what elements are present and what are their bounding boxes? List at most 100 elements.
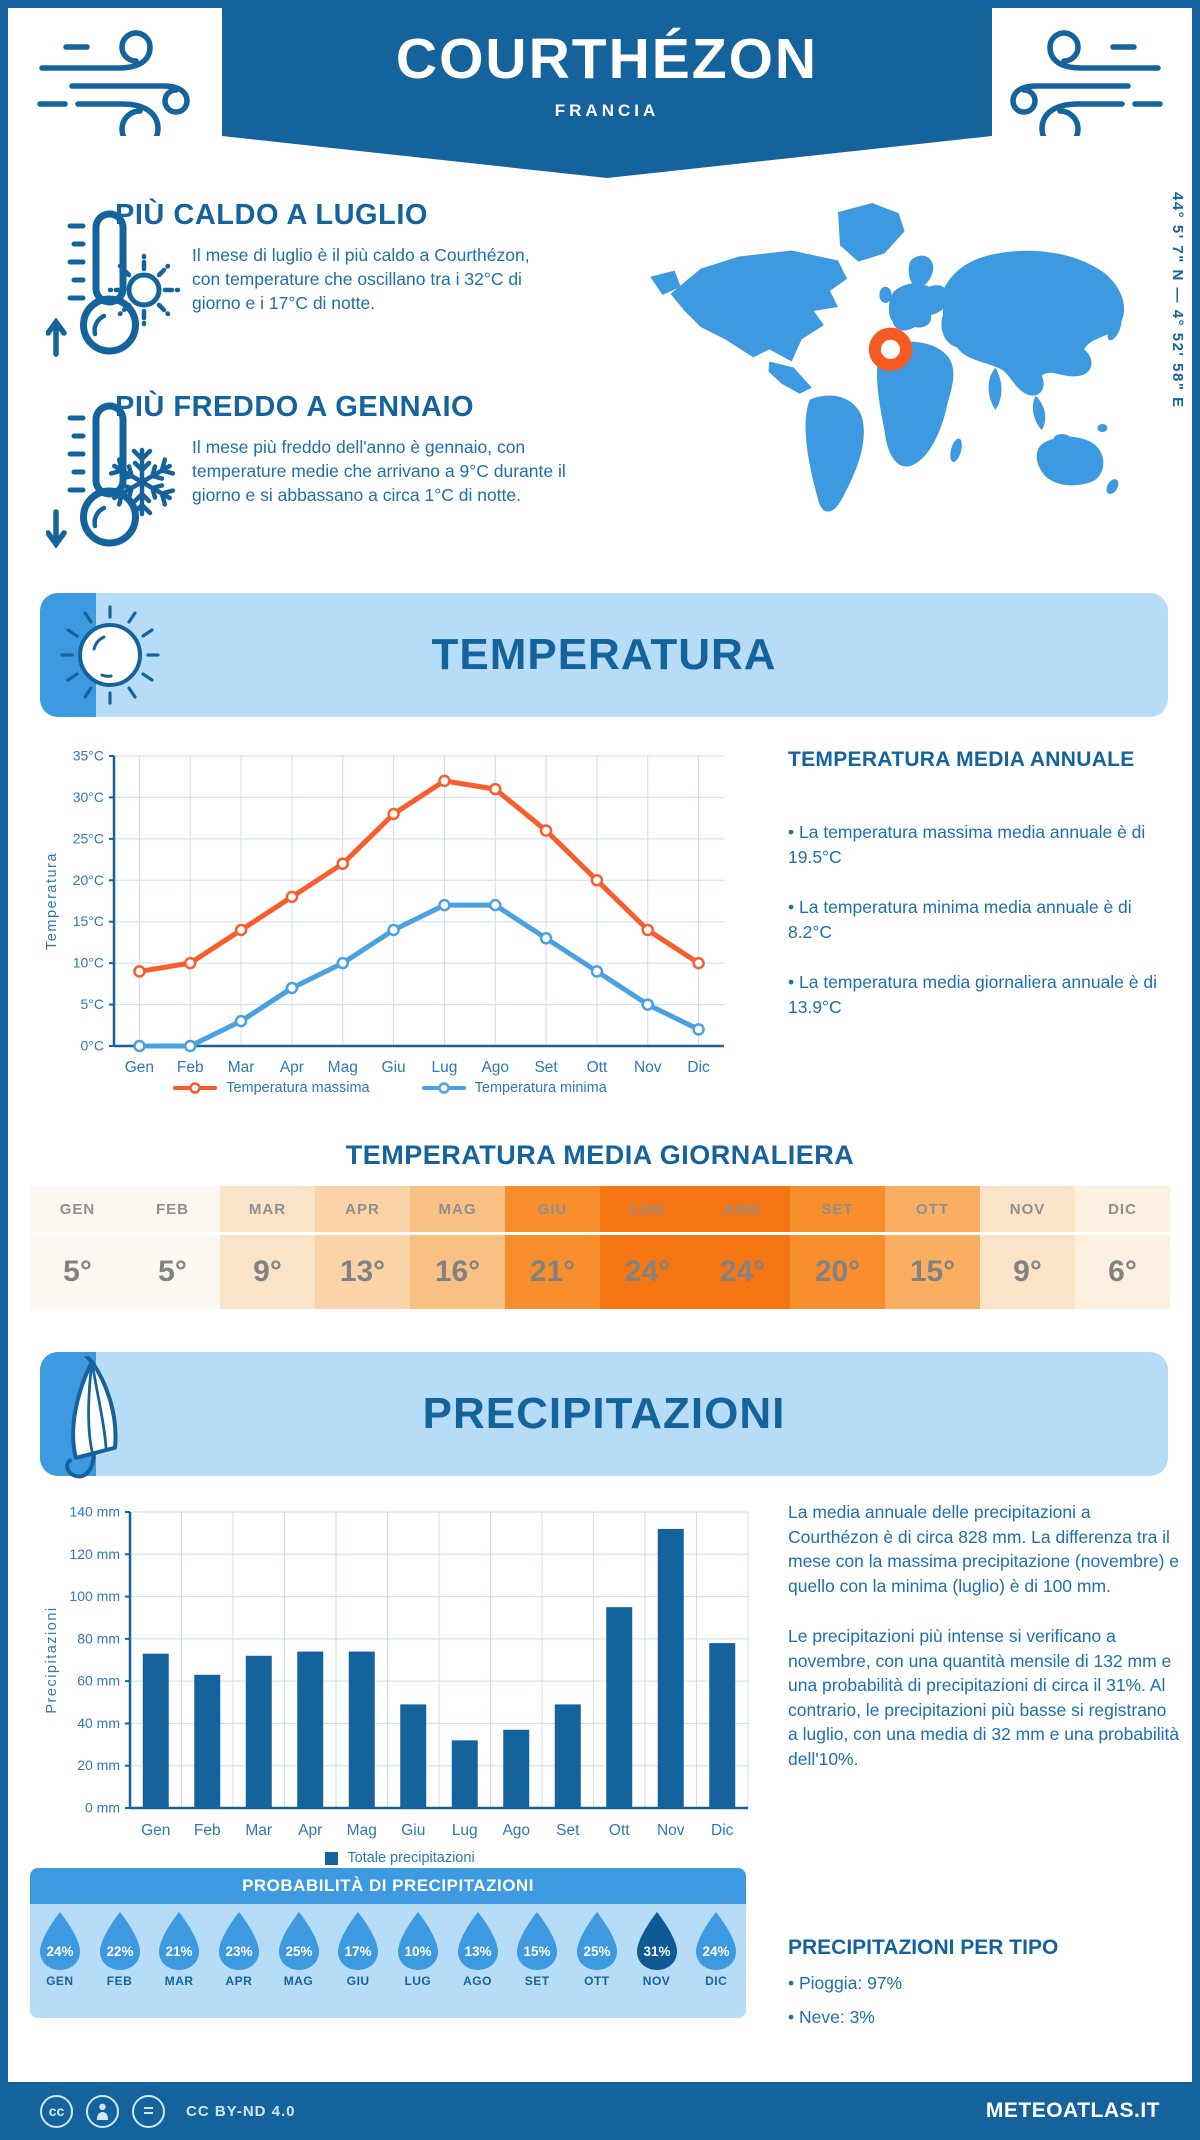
thermometer-up-icon: [46, 210, 139, 357]
droplet-column: 25% OTT: [567, 1911, 627, 2018]
month-column: APR 13°: [315, 1186, 410, 1309]
data-point: [387, 807, 400, 821]
droplet-month-label: SET: [524, 1974, 550, 1988]
precipitation-bar: [451, 1740, 478, 1808]
droplet-icon: 22%: [99, 1912, 140, 1970]
sun-icon: [107, 253, 181, 327]
x-tick-label: Mag: [328, 1059, 358, 1076]
month-label: OTT: [885, 1186, 980, 1232]
precipitation-bar: [297, 1651, 324, 1808]
x-tick-label: Lug: [431, 1059, 457, 1076]
x-tick-label: Mar: [228, 1059, 255, 1076]
month-mean-value: 24°: [600, 1235, 695, 1309]
wind-icon: [37, 30, 190, 136]
month-mean-value: 9°: [980, 1235, 1075, 1309]
precipitation-bar: [194, 1674, 221, 1808]
annual-bullet: • La temperatura minima media annuale è …: [788, 897, 1132, 942]
sun-banner-icon: [60, 605, 160, 705]
data-point: [184, 956, 197, 970]
precipitation-paragraph: Le precipitazioni più intense si verific…: [788, 1626, 1180, 1769]
droplet-icon: 21%: [159, 1912, 200, 1970]
droplet-icon: 13%: [457, 1912, 498, 1970]
y-tick-label: 20°C: [73, 872, 104, 888]
data-point: [234, 923, 248, 937]
y-tick-label: 35°C: [73, 748, 104, 764]
droplet-column: 24% GEN: [30, 1911, 90, 2018]
probability-value: 21%: [166, 1944, 193, 1959]
month-mean-value: 13°: [315, 1235, 410, 1309]
droplet-month-label: APR: [225, 1974, 253, 1988]
month-label: DIC: [1075, 1186, 1170, 1232]
data-point: [641, 998, 654, 1011]
month-mean-value: 21°: [505, 1235, 600, 1309]
y-tick-label: 0°C: [81, 1038, 105, 1054]
legend-label: Temperatura massima: [226, 1080, 370, 1096]
droplet-month-label: AGO: [463, 1974, 492, 1988]
droplet-column: 25% MAG: [269, 1911, 329, 2018]
droplet-month-label: MAG: [283, 1974, 314, 1988]
droplet-column: 13% AGO: [448, 1911, 508, 2018]
series-line: [136, 902, 702, 1049]
precipitation-text-panel: La media annuale delle precipitazioni a …: [788, 1500, 1180, 1797]
droplet-month-label: GIU: [346, 1974, 370, 1988]
world-map: [650, 203, 1125, 512]
wind-icon: [1010, 30, 1163, 136]
daily-temperature-heading: TEMPERATURA MEDIA GIORNALIERA: [345, 1140, 855, 1170]
month-mean-value: 6°: [1075, 1235, 1170, 1309]
page-subtitle: FRANCIA: [554, 101, 660, 120]
data-point: [133, 965, 146, 978]
droplet-icon: 25%: [278, 1912, 319, 1970]
droplet-month-label: MAR: [164, 1974, 194, 1988]
probability-value: 13%: [464, 1944, 491, 1959]
data-point: [489, 782, 502, 796]
month-column: SET 20°: [790, 1186, 885, 1309]
precipitation-bar-chart: 0 mm 20 mm 40 mm 60 mm 80 mm 100 mm 120 mm 140 …: [44, 1504, 749, 1839]
data-point: [641, 923, 654, 937]
month-column: LUG 24°: [600, 1186, 695, 1309]
y-axis-label: Temperatura: [44, 852, 60, 950]
precipitation-bar: [554, 1704, 581, 1808]
x-tick-label: Giu: [401, 1822, 425, 1839]
daily-mean-table: GEN 5° FEB 5° MAR 9° APR 13° MAG 16° GIU 21° LUG 24° A…: [30, 1186, 1170, 1309]
legend-line-icon: [173, 1082, 218, 1094]
precipitation-bar: [709, 1643, 736, 1808]
month-mean-value: 15°: [885, 1235, 980, 1309]
y-tick-label: 10°C: [73, 955, 104, 971]
droplet-icon: 17%: [338, 1912, 379, 1970]
droplet-month-label: FEB: [106, 1974, 133, 1988]
x-tick-label: Nov: [634, 1059, 662, 1076]
x-tick-label: Dic: [687, 1059, 710, 1076]
droplet-month-label: LUG: [404, 1974, 432, 1988]
droplet-column: 24% DIC: [686, 1911, 746, 2018]
data-point: [539, 824, 553, 837]
legend-square-icon: [325, 1851, 339, 1865]
probability-value: 22%: [106, 1944, 133, 1959]
month-column: GEN 5°: [30, 1186, 125, 1309]
probability-value: 15%: [524, 1944, 551, 1959]
legend-label: Temperatura minima: [474, 1080, 607, 1096]
x-tick-label: Apr: [280, 1059, 304, 1076]
precipitation-type-item: • Pioggia: 97%: [788, 1973, 903, 1993]
legend-label: Totale precipitazioni: [347, 1850, 475, 1866]
equals-icon: =: [132, 2094, 165, 2128]
month-label: MAG: [410, 1186, 505, 1232]
month-label: AGO: [695, 1186, 790, 1232]
y-tick-label: 120 mm: [69, 1546, 120, 1562]
month-mean-value: 5°: [125, 1235, 220, 1309]
x-tick-label: Feb: [177, 1059, 204, 1076]
umbrella-icon: [65, 1354, 118, 1479]
droplet-icon: 24%: [696, 1912, 737, 1970]
month-column: FEB 5°: [125, 1186, 220, 1309]
x-tick-label: Gen: [141, 1822, 170, 1839]
droplet-column: 10% LUG: [388, 1911, 448, 2018]
data-point: [285, 890, 299, 904]
x-tick-label: Gen: [125, 1059, 154, 1076]
droplet-icon: 25%: [576, 1912, 617, 1970]
month-mean-value: 9°: [220, 1235, 315, 1309]
month-label: LUG: [600, 1186, 695, 1232]
droplet-column: 15% SET: [507, 1911, 567, 2018]
legend-item-total: Totale precipitazioni: [325, 1850, 475, 1866]
precipitation-paragraph: La media annuale delle precipitazioni a …: [788, 1502, 1179, 1596]
droplet-icon: 24%: [39, 1912, 80, 1970]
precipitation-type-item: • Neve: 3%: [788, 2007, 875, 2027]
